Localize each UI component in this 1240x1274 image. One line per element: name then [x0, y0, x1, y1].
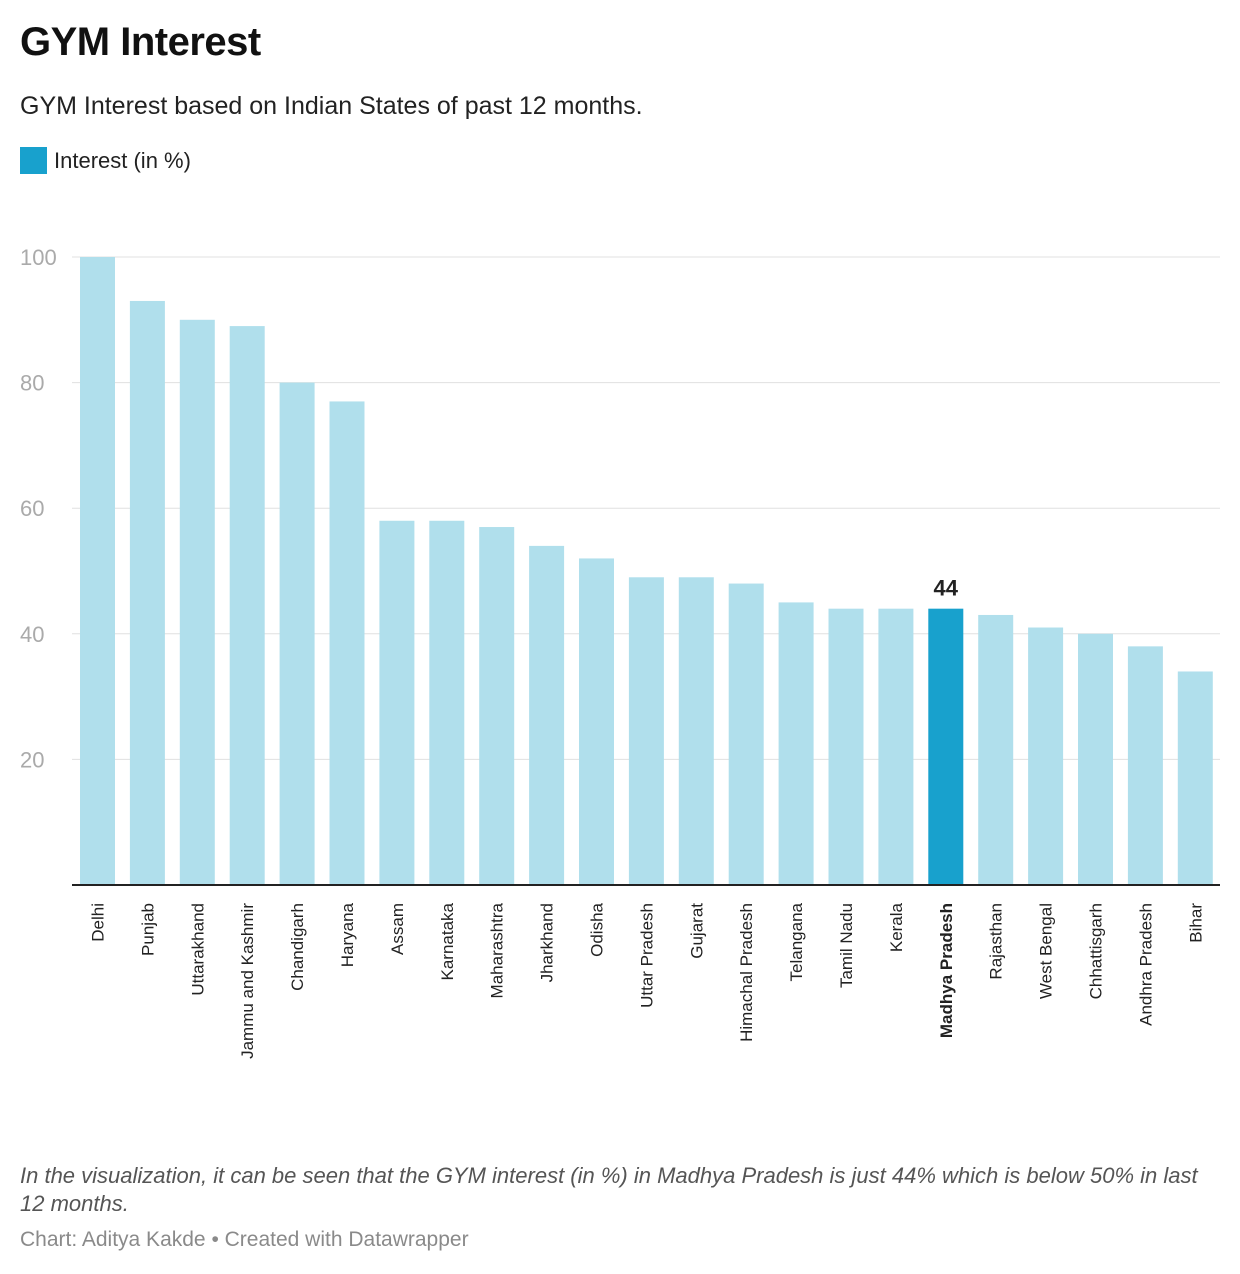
x-tick-label: Jammu and Kashmir [238, 903, 257, 1059]
bar-uttar-pradesh [628, 577, 664, 885]
x-tick-label: Tamil Nadu [837, 903, 856, 988]
x-tick-label: Maharashtra [488, 902, 507, 998]
x-tick-label: West Bengal [1037, 903, 1056, 999]
bar-himachal-pradesh [728, 583, 764, 885]
x-tick-label: Chandigarh [288, 903, 307, 991]
legend-swatch [20, 147, 47, 174]
bar-rajasthan [978, 614, 1014, 885]
x-tick-label: Kerala [887, 902, 906, 952]
bar-value-label: 44 [934, 576, 959, 601]
bar-haryana [329, 401, 365, 885]
x-tick-label: Jharkhand [538, 903, 557, 982]
legend: Interest (in %) [20, 147, 191, 174]
bar-jammu-and-kashmir [229, 326, 265, 886]
bar-maharashtra [479, 527, 515, 885]
bar-jharkhand [529, 545, 565, 885]
bar-karnataka [429, 520, 465, 885]
x-tick-label: Gujarat [687, 903, 706, 959]
bar-tamil-nadu [828, 608, 864, 885]
x-tick-label: Uttar Pradesh [637, 903, 656, 1008]
bar-gujarat [678, 577, 714, 885]
y-tick-label: 40 [20, 622, 44, 647]
x-tick-label: Bihar [1186, 903, 1205, 943]
bar-delhi [80, 257, 115, 885]
bar-west-bengal [1028, 627, 1064, 885]
category-labels: Delhi Punjab Uttarakhand Jammu and Kashmir C… [89, 902, 1206, 1058]
bar-chandigarh [279, 382, 315, 885]
bar-madhya-pradesh [928, 608, 964, 885]
x-tick-label: Telangana [787, 902, 806, 981]
bar-kerala [878, 608, 914, 885]
x-tick-label: Assam [388, 903, 407, 955]
bar-chart: 20 40 60 80 100 44 Delhi Punjab Uttarakhand Jam… [20, 245, 1220, 1059]
y-tick-label: 80 [20, 371, 44, 396]
x-tick-label: Odisha [588, 902, 607, 956]
bars: 44 [72, 257, 1220, 886]
x-tick-label: Punjab [138, 903, 157, 956]
bar-chhattisgarh [1078, 633, 1113, 885]
bar-punjab [129, 300, 165, 886]
x-tick-label: Karnataka [438, 902, 457, 980]
bar-andhra-pradesh [1127, 646, 1163, 885]
x-tick-label: Himachal Pradesh [737, 903, 756, 1042]
bar-assam [379, 520, 415, 885]
chart-note: In the visualization, it can be seen tha… [20, 1163, 1198, 1216]
bar-odisha [579, 558, 614, 885]
y-tick-label: 100 [20, 245, 57, 270]
x-tick-label: Haryana [338, 902, 357, 967]
bar-uttarakhand [179, 319, 215, 885]
y-tick-label: 20 [20, 747, 44, 772]
bar-telangana [778, 602, 814, 885]
x-tick-label: Madhya Pradesh [937, 903, 956, 1038]
y-tick-label: 60 [20, 496, 44, 521]
x-tick-label: Uttarakhand [188, 903, 207, 996]
bar-bihar [1177, 671, 1213, 885]
x-tick-label: Delhi [89, 903, 108, 942]
x-tick-label: Rajasthan [987, 903, 1006, 980]
x-tick-label: Chhattisgarh [1087, 903, 1106, 999]
chart-title: GYM Interest [20, 20, 261, 64]
chart-subtitle: GYM Interest based on Indian States of p… [20, 92, 643, 120]
chart-credit: Chart: Aditya Kakde • Created with Dataw… [20, 1228, 469, 1251]
x-tick-label: Andhra Pradesh [1136, 903, 1155, 1026]
legend-label: Interest (in %) [54, 147, 191, 173]
